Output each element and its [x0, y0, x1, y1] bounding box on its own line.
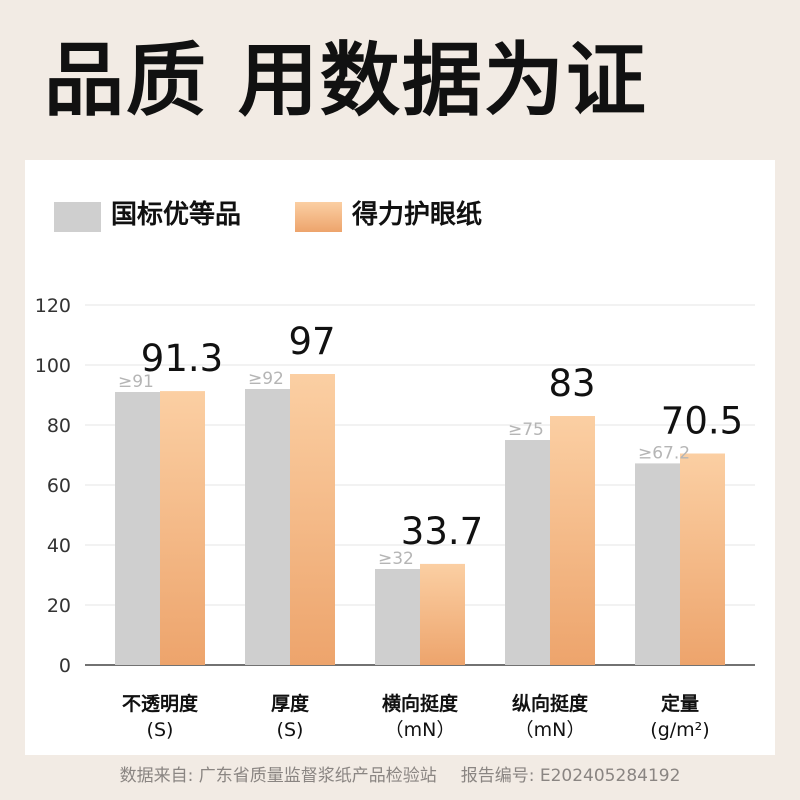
data-label-standard: ≥67.2 — [638, 443, 690, 463]
legend-label-deli: 得力护眼纸 — [352, 200, 483, 230]
bars — [115, 374, 725, 665]
data-label-standard: ≥32 — [378, 549, 414, 569]
bar-standard — [245, 389, 290, 665]
y-tick-label: 80 — [47, 415, 71, 437]
x-label-unit: （mN） — [385, 719, 456, 741]
x-label-name: 纵向挺度 — [512, 692, 589, 715]
x-label-unit: （mN） — [515, 719, 586, 741]
x-label-unit: (g/m²) — [650, 719, 709, 741]
data-source-text: 数据来自: 广东省质量监督浆纸产品检验站 — [119, 766, 437, 786]
legend-swatch-standard — [54, 202, 101, 232]
data-label-standard: ≥75 — [508, 420, 544, 440]
bar-standard — [375, 569, 420, 665]
x-label-name: 定量 — [661, 692, 699, 715]
y-tick-label: 100 — [35, 355, 71, 377]
x-axis-labels: 不透明度 (S) 厚度 (S) 横向挺度 （mN） 纵向挺度 （mN） 定量 (g/m²) — [122, 692, 710, 741]
legend-label-standard: 国标优等品 — [111, 200, 242, 230]
legend-swatch-deli — [295, 202, 342, 232]
x-label-unit: (S) — [277, 719, 304, 741]
bar-deli — [160, 391, 205, 665]
y-tick-label: 60 — [47, 475, 71, 497]
data-label-deli: 83 — [548, 362, 595, 405]
data-label-standard: ≥91 — [118, 372, 154, 392]
y-tick-label: 120 — [35, 295, 71, 317]
y-tick-label: 0 — [59, 655, 71, 677]
data-source-footer: 数据来自: 广东省质量监督浆纸产品检验站 报告编号: E202405284192 — [0, 764, 800, 788]
bar-deli — [420, 563, 465, 665]
chart-card: 国标优等品 得力护眼纸 0 20 40 60 80 100 120 ≥91 91.3 ≥92 97… — [25, 160, 775, 755]
bar-deli — [290, 374, 335, 665]
bar-standard — [115, 392, 160, 665]
bar-standard — [635, 463, 680, 665]
x-label-unit: (S) — [147, 719, 174, 741]
bar-deli — [550, 416, 595, 665]
report-number: 报告编号: E202405284192 — [460, 766, 681, 786]
headline: 品质 用数据为证 — [44, 34, 648, 127]
x-label-name: 横向挺度 — [382, 692, 459, 715]
x-label-name: 不透明度 — [122, 692, 199, 715]
data-label-deli: 70.5 — [661, 400, 743, 443]
data-label-standard: ≥92 — [248, 369, 284, 389]
data-label-deli: 97 — [288, 320, 335, 363]
y-tick-label: 40 — [47, 535, 71, 557]
data-label-deli: 91.3 — [141, 337, 223, 380]
bar-deli — [680, 453, 725, 665]
data-label-deli: 33.7 — [401, 510, 483, 553]
bar-standard — [505, 440, 550, 665]
y-axis-ticks: 0 20 40 60 80 100 120 — [35, 295, 71, 677]
y-tick-label: 20 — [47, 595, 71, 617]
x-label-name: 厚度 — [271, 692, 310, 715]
